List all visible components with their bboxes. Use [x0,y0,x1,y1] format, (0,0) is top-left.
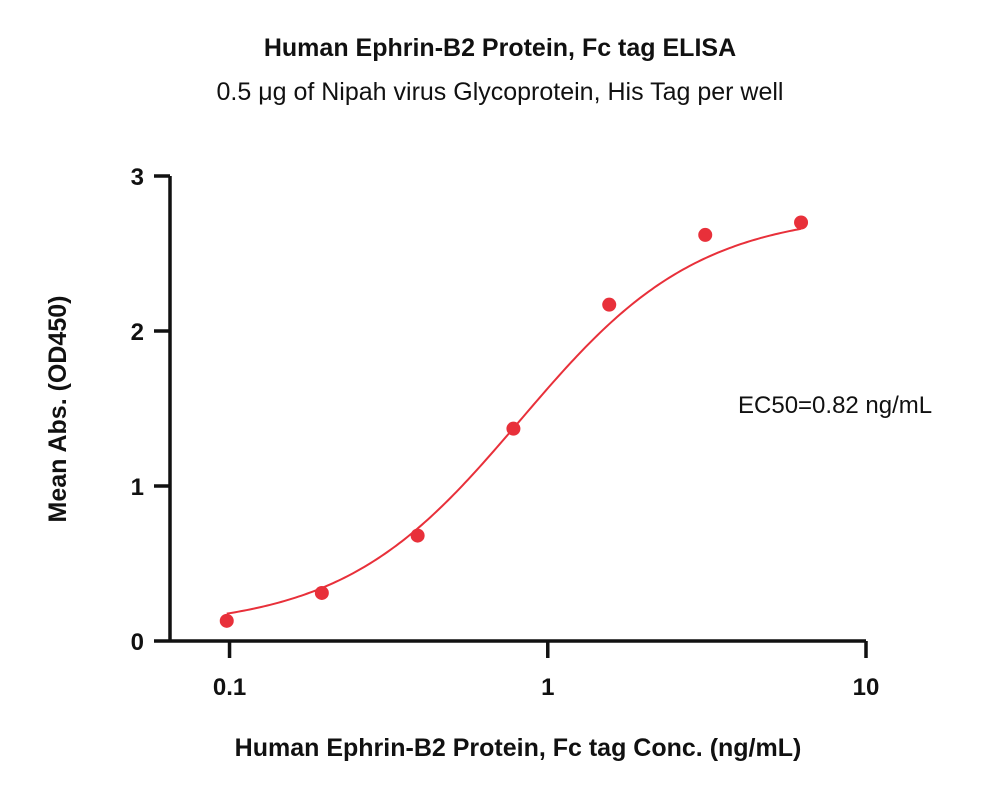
data-point [602,297,617,312]
data-point [314,585,329,600]
ec50-annotation: EC50=0.82 ng/mL [738,392,932,419]
y-tick-label: 2 [131,319,144,346]
x-tick-label: 0.1 [213,674,246,701]
fit-curve [226,227,802,615]
data-points [219,215,809,628]
chart-title: Human Ephrin-B2 Protein, Fc tag ELISA [263,34,737,62]
data-point [219,613,234,628]
y-tick-label: 1 [131,474,144,501]
x-axis-label: Human Ephrin-B2 Protein, Fc tag Conc. (n… [235,734,802,762]
fit-curve-group [226,227,802,615]
y-tick-label: 0 [131,629,144,656]
data-point [506,421,521,436]
axes: 0 1 2 3 0.1 1 10 [131,164,880,701]
x-tick-label: 10 [853,674,880,701]
y-tick-label: 3 [131,164,144,191]
data-point [794,215,809,230]
chart-subtitle: 0.5 μg of Nipah virus Glycoprotein, His … [216,78,784,106]
data-point [410,528,425,543]
y-axis-label: Mean Abs. (OD450) [44,296,72,523]
x-tick-label: 1 [541,674,554,701]
data-point [698,227,713,242]
